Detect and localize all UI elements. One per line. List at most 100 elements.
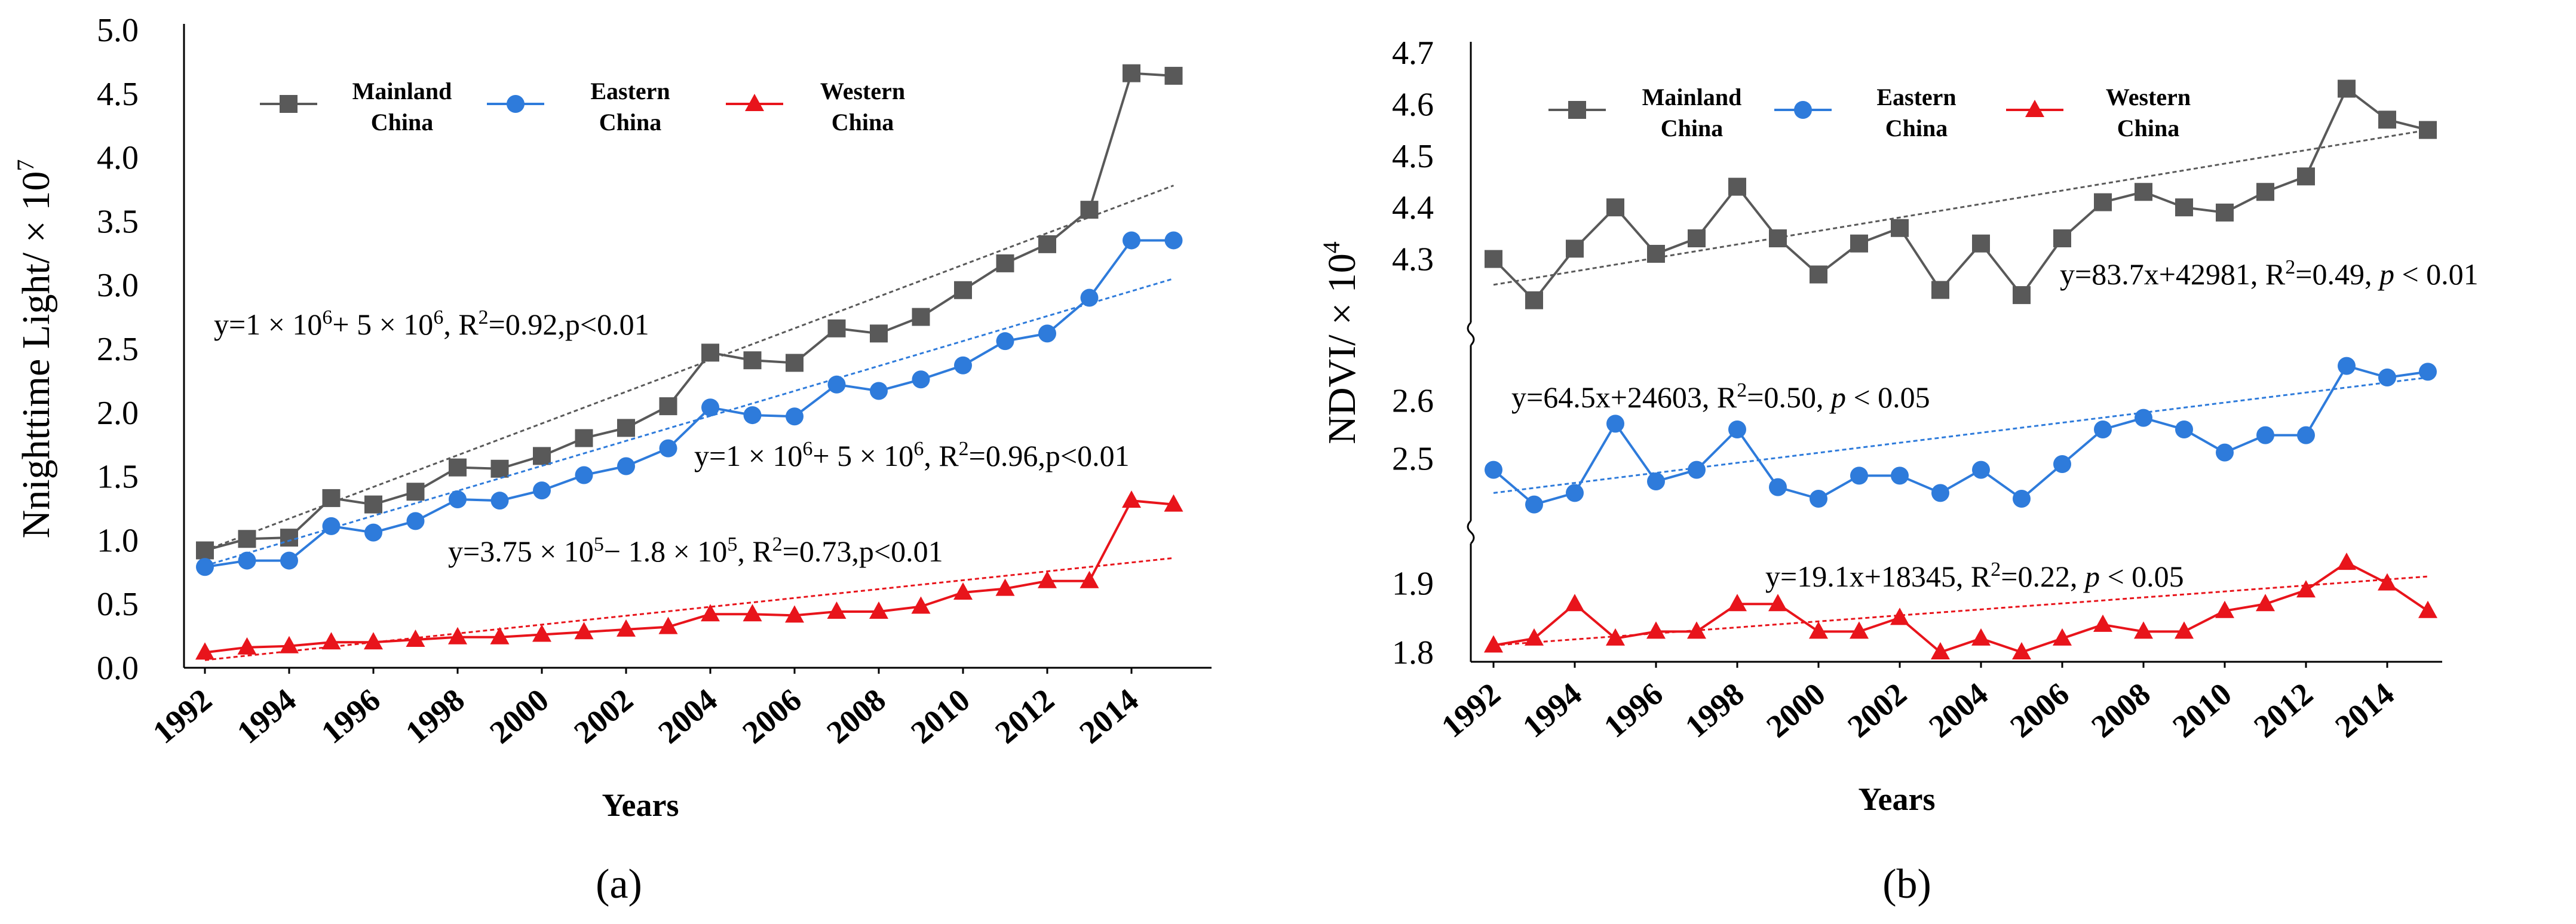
x-tick-label: 2014 xyxy=(2328,676,2400,744)
x-tick-label: 2008 xyxy=(820,682,892,750)
regression-equation: y=1 × 106+ 5 × 106, R2=0.96,p<0.01 xyxy=(694,438,1130,472)
data-point-square xyxy=(786,354,804,372)
legend-marker-square xyxy=(1568,101,1586,119)
axis-break-mark xyxy=(1467,520,1475,545)
legend-label: China xyxy=(371,109,434,136)
eq-superscript: 6 xyxy=(433,306,443,329)
regression-equation: y=19.1x+18345, R2=0.22, p < 0.05 xyxy=(1765,558,2184,593)
data-point-triangle xyxy=(743,604,762,622)
series-line-circle xyxy=(204,239,1174,569)
data-point-square xyxy=(449,458,467,477)
data-point-square xyxy=(406,483,425,501)
data-point-square xyxy=(575,429,593,447)
legend-marker-triangle xyxy=(745,94,764,111)
data-point-triangle xyxy=(321,632,341,650)
data-point-triangle xyxy=(869,601,888,619)
eq-superscript: 2 xyxy=(1991,558,2001,581)
x-tick-label: 2000 xyxy=(483,682,555,750)
data-point-triangle xyxy=(2296,580,2316,598)
trend-line-square xyxy=(204,185,1174,551)
data-point-circle xyxy=(1769,478,1787,496)
x-tick-label: 2000 xyxy=(1759,676,1832,744)
data-point-triangle xyxy=(2337,552,2356,570)
data-point-square xyxy=(1972,234,1990,253)
eq-superscript: 6 xyxy=(802,438,812,460)
data-point-square xyxy=(617,419,635,437)
data-point-square xyxy=(2135,183,2152,201)
data-point-square xyxy=(2053,229,2071,248)
data-point-triangle xyxy=(2378,573,2397,591)
data-point-square xyxy=(743,351,762,370)
y-tick-label: 4.7 xyxy=(1392,35,1434,72)
regression-equation: y=64.5x+24603, R2=0.50, p < 0.05 xyxy=(1511,379,1930,414)
data-point-triangle xyxy=(1122,490,1141,508)
data-point-square xyxy=(912,308,930,326)
data-point-square xyxy=(1728,177,1746,196)
data-point-circle xyxy=(196,558,214,576)
data-point-circle xyxy=(954,356,972,374)
y-tick-label: 3.5 xyxy=(97,203,139,240)
data-point-triangle xyxy=(617,619,636,637)
data-point-triangle xyxy=(701,604,720,622)
legend-label: China xyxy=(1661,115,1724,142)
data-point-triangle xyxy=(490,627,510,644)
data-point-circle xyxy=(406,512,425,530)
trend-line-circle xyxy=(1493,376,2428,494)
data-point-triangle xyxy=(953,582,973,600)
data-point-triangle xyxy=(2256,594,2275,612)
data-point-square xyxy=(1525,291,1543,309)
legend-label: Eastern xyxy=(1876,84,1956,110)
data-point-triangle xyxy=(195,642,214,660)
eq-part: , R xyxy=(737,535,772,568)
y-tick-label: 0.5 xyxy=(97,586,139,623)
eq-superscript: 6 xyxy=(913,438,924,460)
y-tick-label: 1.9 xyxy=(1392,566,1434,603)
legend-label: Eastern xyxy=(590,78,670,105)
data-point-square xyxy=(1566,240,1584,258)
panel-label: (b) xyxy=(1882,861,1931,907)
eq-part: < 0.05 xyxy=(2100,560,2184,593)
data-point-triangle xyxy=(2418,600,2437,618)
y-tick-label: 4.5 xyxy=(1392,138,1434,175)
data-point-circle xyxy=(659,439,677,458)
data-point-circle xyxy=(533,481,551,500)
data-point-square xyxy=(1080,201,1099,219)
data-point-triangle xyxy=(364,632,383,650)
data-point-square xyxy=(659,397,677,416)
eq-part: =0.96,p<0.01 xyxy=(969,439,1130,472)
data-point-circle xyxy=(2419,363,2437,381)
eq-superscript: 2 xyxy=(2285,256,2295,278)
x-tick-label: 2004 xyxy=(1922,676,1994,744)
legend-label: Mainland xyxy=(1642,84,1742,110)
x-tick-label: 2010 xyxy=(2166,676,2238,744)
y-tick-label: 4.5 xyxy=(97,76,139,113)
data-point-circle xyxy=(996,332,1014,351)
data-point-triangle xyxy=(1687,621,1706,639)
eq-superscript: 5 xyxy=(594,533,604,555)
x-tick-label: 2004 xyxy=(651,682,723,750)
data-point-circle xyxy=(870,382,888,400)
y-tick-label: 1.5 xyxy=(97,459,139,496)
eq-part: y=83.7x+42981, R xyxy=(2060,257,2286,291)
data-point-square xyxy=(533,447,551,465)
y-axis-label-text: NDVI/ × 10 xyxy=(1320,253,1364,444)
y-axis-label: NDVI/ × 104 xyxy=(1318,241,1364,444)
data-point-circle xyxy=(2378,369,2396,386)
y-tick-label: 1.8 xyxy=(1392,634,1434,671)
y-axis-label-text: Nnighttime Light/ × 10 xyxy=(14,171,58,539)
y-tick-label: 2.5 xyxy=(1392,440,1434,477)
data-point-square xyxy=(1123,64,1140,82)
legend-label: China xyxy=(1885,115,1948,142)
data-point-triangle xyxy=(1768,594,1787,612)
data-point-circle xyxy=(2013,490,2031,508)
data-point-circle xyxy=(2216,443,2234,462)
data-point-triangle xyxy=(1890,607,1909,625)
data-point-circle xyxy=(1972,461,1990,479)
eq-part: , R xyxy=(924,439,959,472)
data-point-circle xyxy=(490,492,509,510)
x-tick-label: 2006 xyxy=(735,682,808,750)
x-axis-label: Years xyxy=(602,787,679,823)
eq-part: − 1.8 × 10 xyxy=(604,535,727,568)
